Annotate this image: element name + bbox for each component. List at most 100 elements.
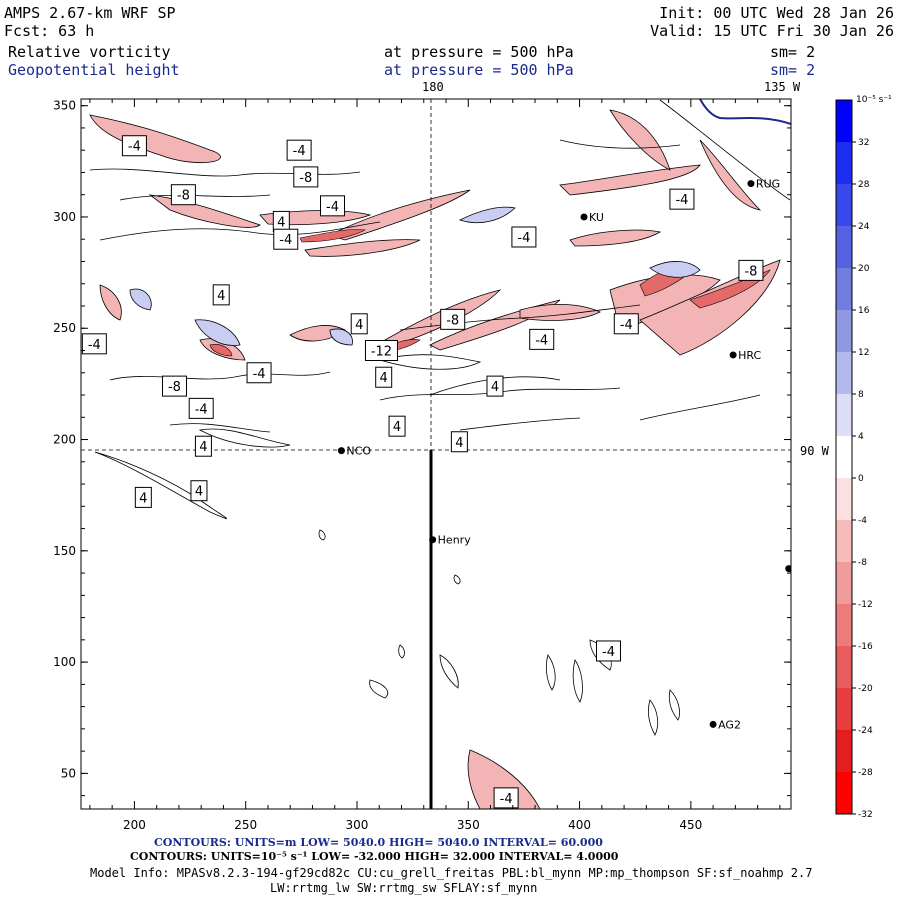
colorbar-swatch bbox=[836, 520, 852, 562]
colorbar-label: 24 bbox=[858, 222, 870, 232]
contour-value-label: -4 bbox=[273, 228, 299, 250]
station-marker: HRC bbox=[729, 349, 761, 362]
contour-value-label: 4 bbox=[388, 415, 406, 437]
contour-value-label: -4 bbox=[613, 313, 639, 335]
forecast-hour: Fcst: 63 h bbox=[4, 22, 95, 40]
footer-model-info: Model Info: MPASv8.2.3-194-gf29cd82c CU:… bbox=[90, 866, 813, 880]
svg-text:Henry: Henry bbox=[438, 534, 472, 547]
plot-frame bbox=[80, 98, 792, 810]
svg-text:-8: -8 bbox=[299, 171, 312, 186]
y-tick-label: 300 bbox=[53, 210, 76, 224]
station-marker: Henry bbox=[429, 534, 471, 547]
svg-text:-4: -4 bbox=[88, 338, 101, 353]
y-tick-label: 150 bbox=[53, 544, 76, 558]
contour-value-label: 4 bbox=[190, 480, 208, 502]
colorbar-unit: 10⁻⁵ s⁻¹ bbox=[856, 95, 892, 105]
contour-value-label: -4 bbox=[286, 139, 312, 161]
contour-value-label: 4 bbox=[486, 375, 504, 397]
colorbar-swatch bbox=[836, 394, 852, 436]
contour-value-label: 4 bbox=[64, 467, 80, 487]
contour-value-label: 4 bbox=[134, 486, 152, 508]
colorbar-swatch bbox=[836, 142, 852, 184]
colorbar-label: 12 bbox=[858, 348, 869, 358]
model-title: AMPS 2.67-km WRF SP bbox=[4, 4, 176, 22]
svg-text:-4: -4 bbox=[517, 231, 530, 246]
lon-label-180: 180 bbox=[422, 80, 444, 94]
contour-value-label: 4 bbox=[212, 284, 230, 306]
contour-value-label: -4 bbox=[246, 362, 272, 384]
x-tick-label: 300 bbox=[346, 818, 369, 832]
colorbar-label: 28 bbox=[858, 180, 870, 190]
station-marker: KU bbox=[580, 211, 604, 224]
y-tick-label: 50 bbox=[61, 766, 76, 780]
contour-value-label: -8 bbox=[440, 308, 466, 330]
svg-text:RUG: RUG bbox=[756, 178, 780, 191]
valid-time: Valid: 15 UTC Fri 30 Jan 26 bbox=[650, 22, 894, 40]
svg-text:-4: -4 bbox=[602, 645, 615, 660]
svg-text:4: 4 bbox=[393, 420, 401, 435]
colorbar-swatch bbox=[836, 100, 852, 142]
footer-physics-info: LW:rrtmg_lw SW:rrtmg_sw SFLAY:sf_mynn bbox=[270, 881, 538, 895]
svg-text:4: 4 bbox=[491, 380, 499, 395]
svg-text:-4: -4 bbox=[279, 233, 292, 248]
svg-text:-4: -4 bbox=[293, 144, 306, 159]
colorbar-label: 32 bbox=[858, 138, 869, 148]
colorbar-swatch bbox=[836, 352, 852, 394]
svg-text:HRC: HRC bbox=[738, 349, 761, 362]
contour-value-label: -4 bbox=[529, 328, 555, 350]
colorbar-swatch bbox=[836, 562, 852, 604]
svg-text:-4: -4 bbox=[326, 200, 339, 215]
contour-value-label: 4 bbox=[450, 431, 468, 453]
y-tick-label: 200 bbox=[53, 433, 76, 447]
axis-layer: 350 300 250 200 150 100 50 200 250 300 350 400 450 bbox=[53, 99, 791, 832]
contour-field: -4 -4 -8 -8 4 -4 -4 -4 -4 4 -8 -8 -4 -4 -4 -12 4 -4 4 -8 -4 4… bbox=[64, 91, 791, 809]
station-marker: NCO bbox=[337, 445, 371, 458]
field-vorticity-smoothing: sm= 2 bbox=[770, 43, 816, 61]
contour-value-label: 4 bbox=[350, 313, 368, 335]
station-marker bbox=[634, 91, 641, 98]
svg-text:-8: -8 bbox=[168, 380, 181, 395]
svg-text:-4: -4 bbox=[500, 792, 513, 807]
contour-value-label: -8 bbox=[293, 166, 319, 188]
contour-value-label: -4 bbox=[188, 397, 214, 419]
svg-text:4: 4 bbox=[380, 371, 388, 386]
svg-text:AG2: AG2 bbox=[718, 718, 741, 731]
svg-text:4: 4 bbox=[68, 471, 76, 486]
x-tick-label: 450 bbox=[679, 818, 702, 832]
colorbar-label: -32 bbox=[858, 810, 873, 820]
colorbar-swatch bbox=[836, 268, 852, 310]
colorbar-swatch bbox=[836, 310, 852, 352]
contour-value-label: -4 bbox=[511, 226, 537, 248]
colorbar-swatch bbox=[836, 436, 852, 478]
init-time: Init: 00 UTC Wed 28 Jan 26 bbox=[659, 4, 894, 22]
y-tick-label: 250 bbox=[53, 321, 76, 335]
svg-text:4: 4 bbox=[355, 318, 363, 333]
colorbar-swatch bbox=[836, 478, 852, 520]
contour-value-label: -4 bbox=[81, 333, 107, 355]
station-layer: NCO Henry KU HRC AG2 RUG bbox=[337, 91, 791, 731]
field-vorticity-label: Relative vorticity bbox=[8, 43, 171, 61]
colorbar-label: 4 bbox=[858, 432, 864, 442]
contour-value-label: -4 bbox=[669, 188, 695, 210]
lon-label-90w: 90 W bbox=[800, 444, 829, 458]
svg-text:-8: -8 bbox=[744, 264, 757, 279]
colorbar-frame bbox=[835, 99, 853, 815]
colorbar-label: -24 bbox=[858, 726, 873, 736]
colorbar-swatch bbox=[836, 604, 852, 646]
x-tick-label: 250 bbox=[234, 818, 257, 832]
colorbar-swatch bbox=[836, 772, 852, 814]
colorbar-swatch bbox=[836, 646, 852, 688]
x-tick-label: 400 bbox=[568, 818, 591, 832]
contour-value-label: 4 bbox=[272, 210, 290, 232]
contour-value-label: -12 bbox=[364, 340, 398, 362]
field-height-label: Geopotential height bbox=[8, 61, 180, 79]
svg-text:-4: -4 bbox=[620, 318, 633, 333]
field-vorticity-pressure: at pressure = 500 hPa bbox=[384, 43, 574, 61]
footer-height-contours: CONTOURS: UNITS=m LOW= 5040.0 HIGH= 5040… bbox=[154, 836, 603, 849]
colorbar-label: -4 bbox=[858, 516, 867, 526]
y-tick-label: 100 bbox=[53, 655, 76, 669]
station-marker: AG2 bbox=[709, 718, 741, 731]
colorbar-label: 20 bbox=[858, 264, 870, 274]
svg-text:NCO: NCO bbox=[346, 445, 371, 458]
x-tick-label: 200 bbox=[123, 818, 146, 832]
